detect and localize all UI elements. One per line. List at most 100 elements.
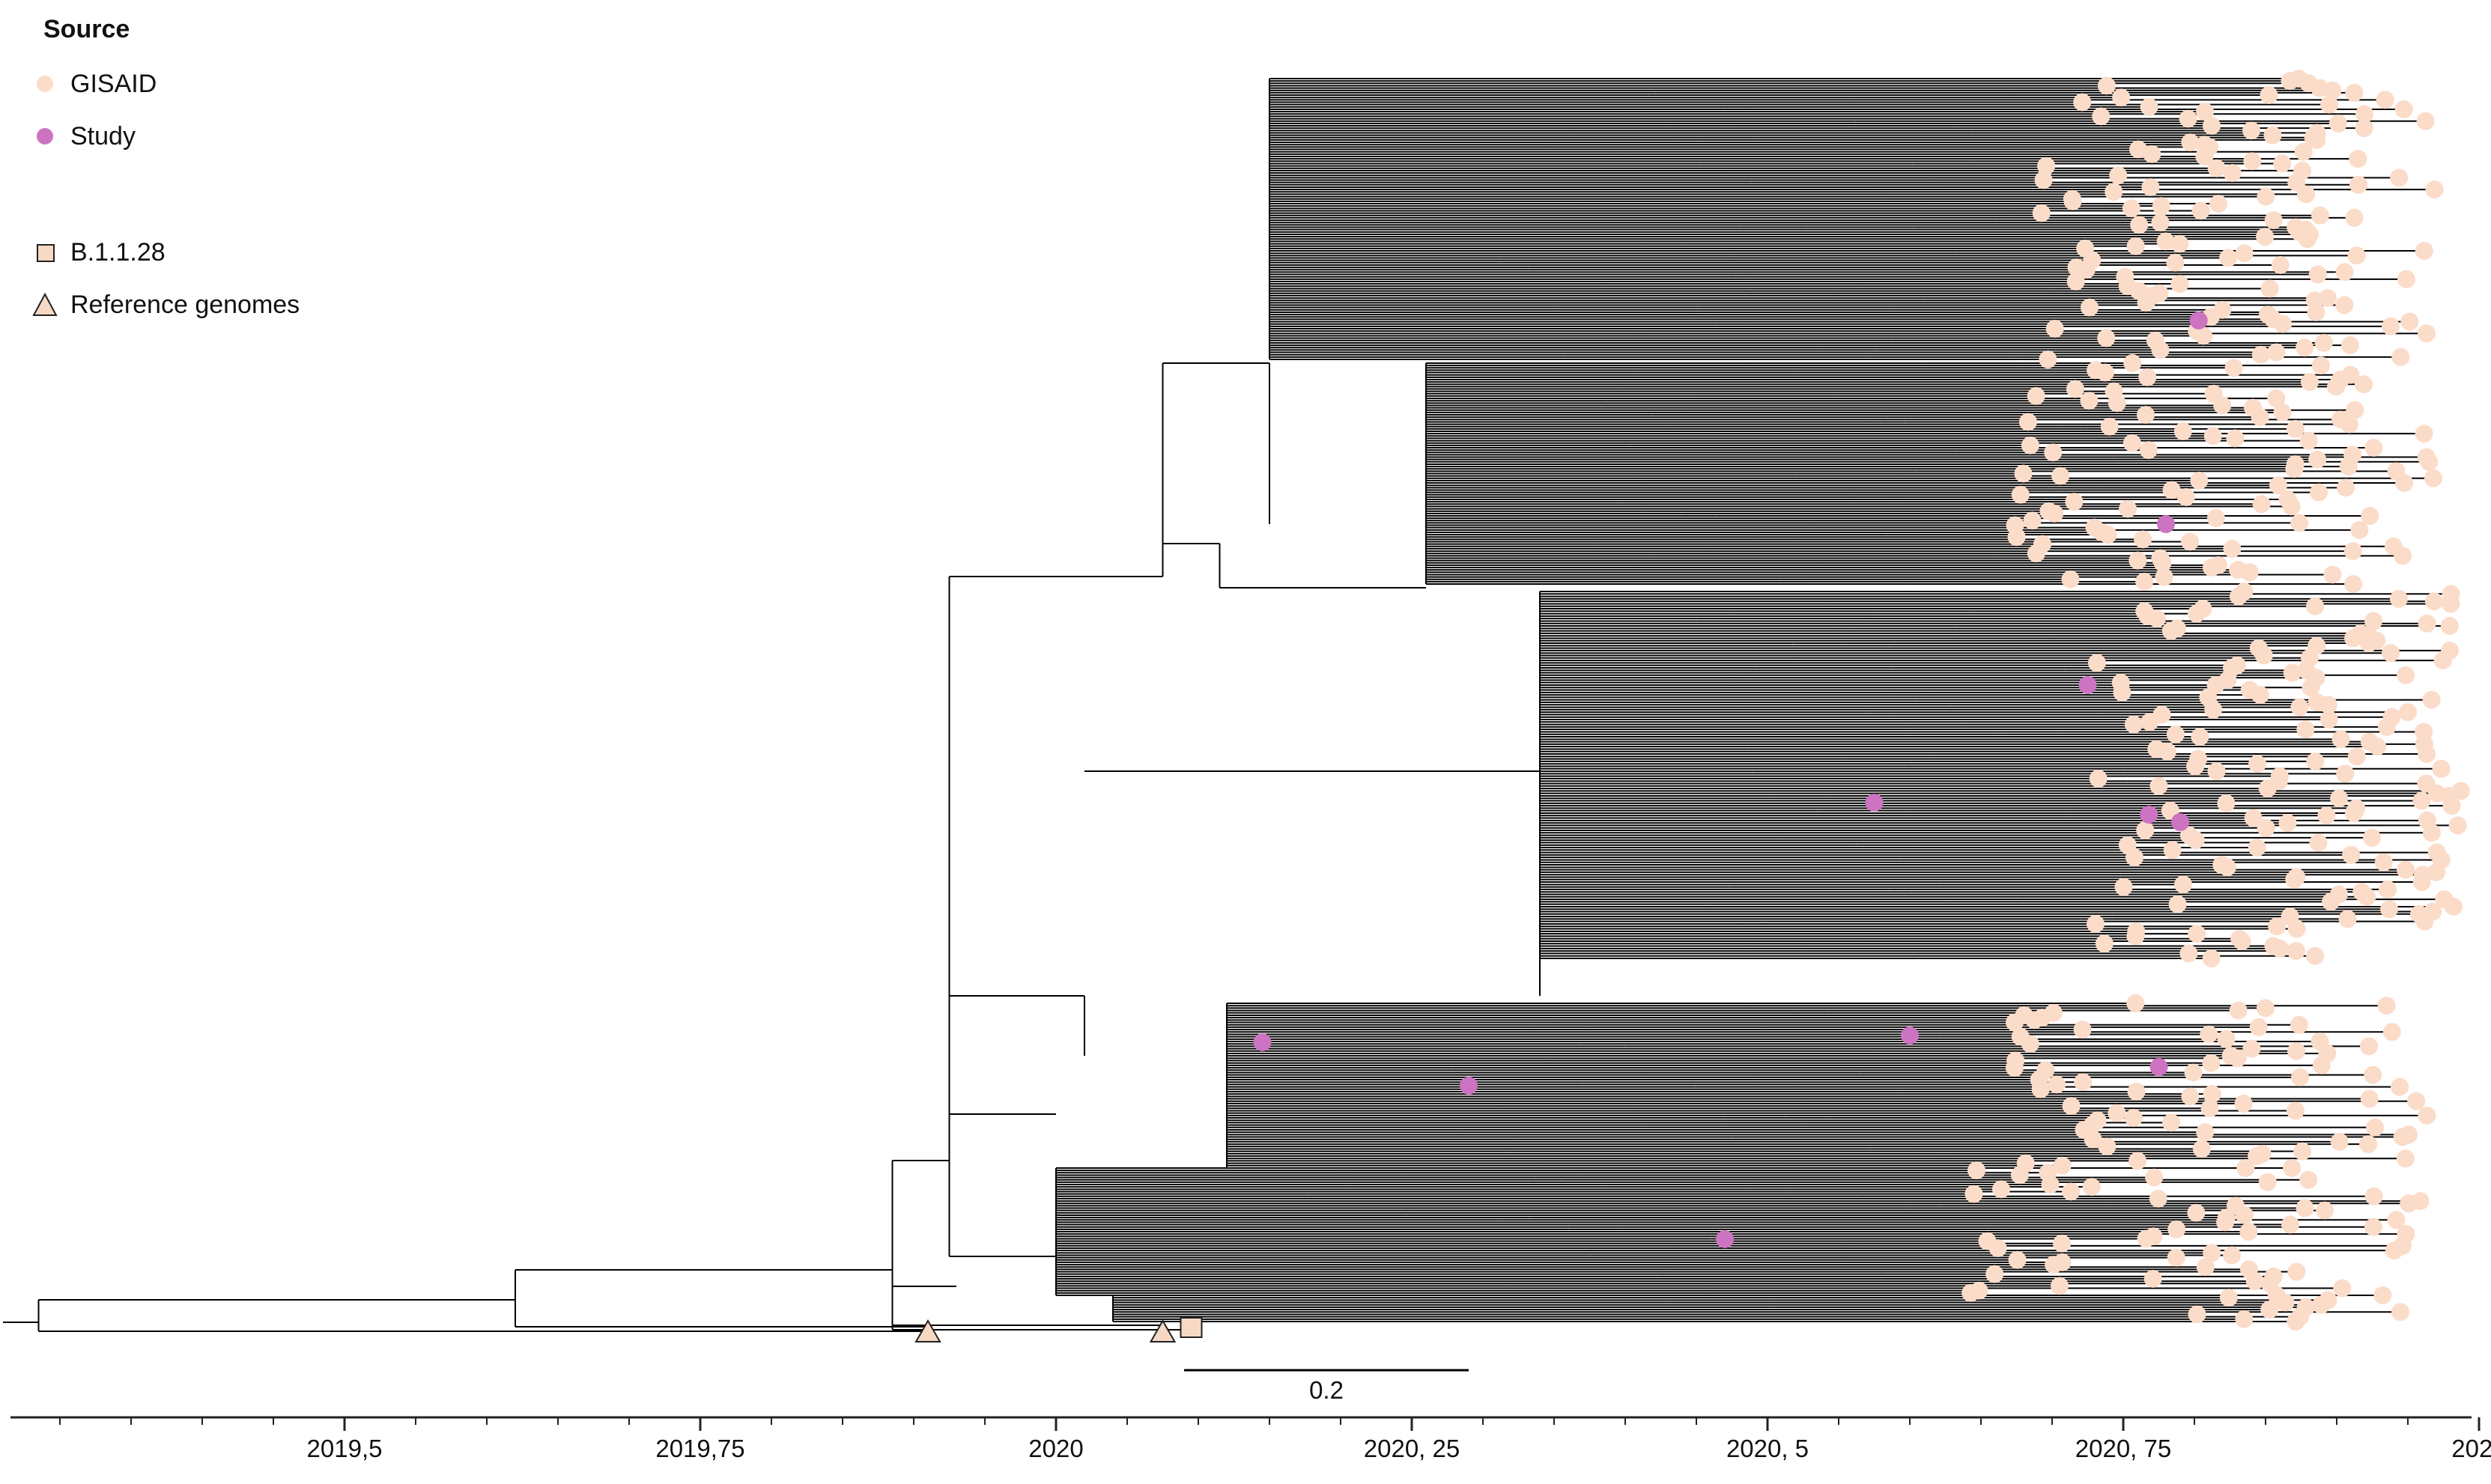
gisaid-tip-dot: [2066, 273, 2085, 291]
gisaid-tip-dot: [2113, 683, 2132, 702]
gisaid-tip-dot: [2143, 145, 2161, 163]
gisaid-tip-dot: [2239, 1223, 2258, 1241]
reference-genome-triangle: [914, 1319, 941, 1342]
gisaid-tip-dot: [2032, 204, 2051, 222]
gisaid-tip-dot: [2415, 912, 2434, 931]
gisaid-tip-dot: [2126, 927, 2145, 946]
gisaid-tip-dot: [2330, 789, 2349, 808]
gisaid-tip-dot: [2099, 526, 2117, 544]
gisaid-tip-dot: [2170, 275, 2189, 294]
gisaid-tip-dot: [2309, 833, 2328, 852]
gisaid-tip-dot: [2174, 875, 2193, 894]
gisaid-tip-dot: [2287, 919, 2306, 938]
gisaid-tip-dot: [2319, 696, 2337, 714]
legend-item-b1128: B.1.1.28: [30, 237, 166, 267]
legend-item-reference: Reference genomes: [30, 290, 300, 320]
gisaid-tip-dot: [2145, 1168, 2164, 1187]
gisaid-tip-dot: [2108, 394, 2126, 413]
gisaid-tip-dot: [2346, 401, 2364, 419]
gisaid-tip-dot: [2397, 666, 2415, 684]
gisaid-tip-dot: [2378, 717, 2397, 736]
gisaid-tip-dot: [2229, 587, 2248, 606]
gisaid-tip-dot: [2053, 1156, 2072, 1175]
gisaid-tip-dot: [2123, 434, 2141, 452]
gisaid-tip-dot: [2092, 107, 2111, 126]
gisaid-tip-dot: [2188, 1305, 2206, 1324]
gisaid-tip-dot: [2298, 230, 2316, 249]
gisaid-tip-dot: [2285, 460, 2304, 478]
gisaid-tip-dot: [2134, 530, 2152, 549]
gisaid-tip-dot: [2260, 279, 2279, 298]
gisaid-tip-dot: [2166, 253, 2185, 272]
gisaid-tip-dot: [2364, 1065, 2382, 1084]
tree-branches: [3, 78, 2461, 1332]
gisaid-tip-dot: [2339, 457, 2358, 476]
gisaid-tip-dot: [2278, 814, 2297, 833]
gisaid-tip-dot: [2420, 452, 2439, 471]
gisaid-tip-dot: [2151, 341, 2170, 359]
gisaid-tip-dot: [2268, 917, 2287, 936]
gisaid-tip-dot: [2418, 614, 2436, 633]
study-sample-dot: [2189, 311, 2208, 329]
gisaid-tip-dot: [2359, 634, 2378, 653]
gisaid-tip-dot: [2297, 185, 2316, 204]
gisaid-tip-dot: [2354, 375, 2373, 394]
gisaid-tip-dot: [2124, 1109, 2143, 1128]
gisaid-tip-dot: [2207, 159, 2226, 177]
gisaid-tip-dot: [2366, 1118, 2385, 1137]
gisaid-tip-dot: [2319, 711, 2338, 729]
gisaid-tip-dot: [2105, 183, 2123, 201]
gisaid-tip-dot: [2007, 528, 2026, 547]
study-circle-icon: [30, 121, 60, 151]
gisaid-tip-dot: [2335, 296, 2354, 314]
gisaid-tip-dot: [2045, 504, 2064, 523]
gisaid-tip-dot: [2129, 140, 2147, 159]
legend-item-gisaid: GISAID: [30, 69, 157, 99]
gisaid-tip-dot: [2027, 544, 2045, 563]
gisaid-tip-dot: [2358, 887, 2376, 906]
gisaid-tip-dot: [2229, 1001, 2248, 1020]
gisaid-tip-dot: [2285, 870, 2304, 889]
gisaid-tip-dot: [2263, 126, 2282, 145]
gisaid-tip-dot: [2251, 345, 2270, 364]
gisaid-tip-dot: [2080, 392, 2099, 410]
gisaid-tip-dot: [2081, 298, 2099, 317]
gisaid-tip-dot: [2427, 863, 2446, 881]
gisaid-tip-dot: [2186, 757, 2205, 776]
gisaid-tip-dot: [2337, 478, 2355, 497]
gisaid-tip-dot: [2364, 1217, 2382, 1236]
gisaid-tip-dot: [2127, 1082, 2146, 1101]
gisaid-tip-dot: [2161, 1113, 2180, 1132]
gisaid-tip-dot: [2302, 678, 2320, 697]
legend-item-label: Study: [70, 121, 136, 150]
gisaid-tip-dot: [2196, 103, 2215, 121]
gisaid-tip-dot: [2257, 818, 2275, 837]
gisaid-tip-dot: [2202, 949, 2221, 967]
gisaid-tip-dot: [2194, 326, 2213, 345]
gisaid-tip-dot: [2342, 845, 2361, 864]
gisaid-tip-dot: [2234, 1094, 2253, 1113]
gisaid-tip-dot: [2041, 1176, 2060, 1194]
gisaid-tip-dot: [2098, 1137, 2117, 1156]
gisaid-tip-dot: [2391, 347, 2410, 366]
gisaid-tip-dot: [2340, 336, 2359, 355]
gisaid-tip-dot: [2251, 408, 2269, 427]
gisaid-tip-dot: [2271, 939, 2290, 958]
gisaid-tip-dot: [2226, 429, 2245, 448]
gisaid-tip-dot: [2389, 589, 2408, 608]
gisaid-tip-dot: [2213, 396, 2232, 415]
gisaid-tip-dot: [2273, 403, 2292, 422]
x-axis-tick-label: 2019,75: [655, 1435, 744, 1462]
gisaid-tip-dot: [2379, 880, 2397, 898]
gisaid-tip-dot: [2242, 121, 2261, 140]
gisaid-tip-dot: [2311, 356, 2330, 375]
gisaid-tip-dot: [2005, 1013, 2024, 1032]
gisaid-tip-dot: [2223, 1246, 2242, 1265]
gisaid-tip-dot: [2317, 806, 2336, 825]
gisaid-tip-dot: [2152, 197, 2170, 216]
gisaid-tip-dot: [2011, 485, 2030, 504]
gisaid-tip-dot: [2376, 91, 2394, 109]
gisaid-tip-dot: [2167, 1248, 2185, 1267]
gisaid-tip-dot: [2135, 572, 2154, 591]
gisaid-tip-dot: [2347, 246, 2366, 265]
